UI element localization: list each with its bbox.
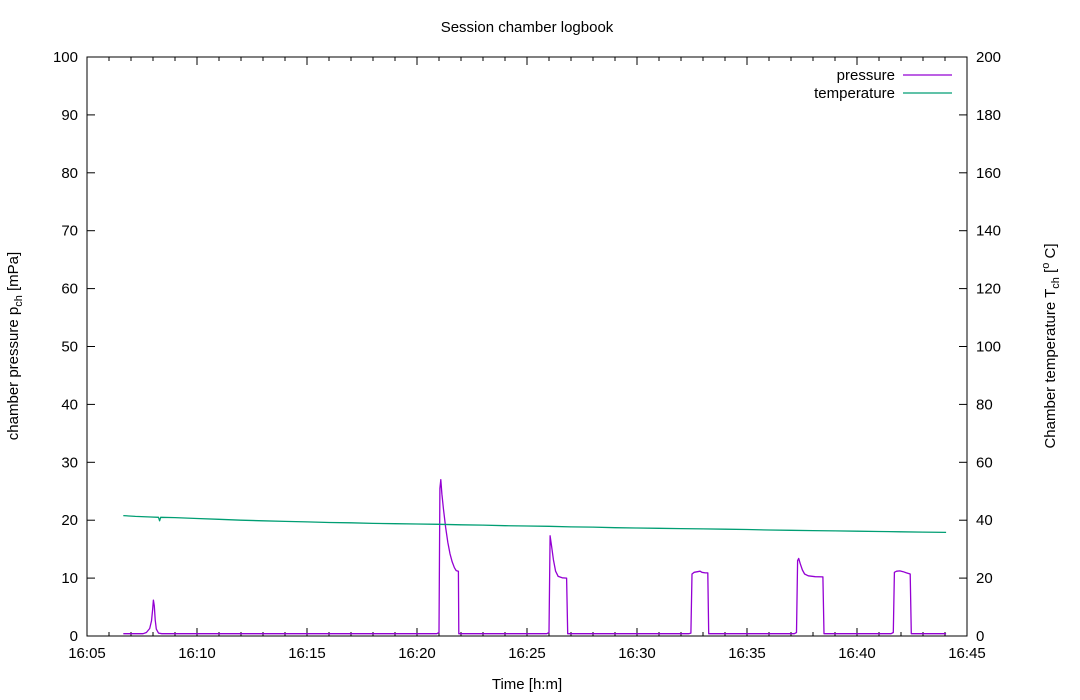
x-axis-label: Time [h:m] — [491, 676, 563, 693]
y2-tick-label: 140 — [976, 223, 1001, 240]
y-tick-label: 50 — [61, 339, 78, 356]
y2-tick-label: 200 — [976, 49, 1001, 66]
chart-title: Session chamber logbook — [440, 19, 614, 36]
x-tick-label: 16:30 — [618, 645, 656, 662]
x-tick-label: 16:15 — [288, 645, 326, 662]
y-tick-label: 90 — [61, 107, 78, 124]
y2-tick-label: 20 — [976, 570, 993, 587]
y-tick-label: 10 — [61, 570, 78, 587]
temperature-line — [123, 514, 947, 534]
pressure-line — [123, 479, 947, 635]
y-tick-label: 80 — [61, 165, 78, 182]
legend-label-pressure: pressure — [837, 67, 895, 84]
legend-label-temperature: temperature — [814, 85, 895, 102]
y2-tick-label: 100 — [976, 339, 1001, 356]
plot-border — [86, 56, 968, 637]
y-tick-label: 60 — [61, 281, 78, 298]
x-tick-label: 16:05 — [68, 645, 106, 662]
x-tick-label: 16:25 — [508, 645, 546, 662]
y-tick-label: 100 — [53, 49, 78, 66]
y-tick-label: 40 — [61, 396, 78, 413]
x-tick-label: 16:10 — [178, 645, 216, 662]
y-tick-label: 20 — [61, 512, 78, 529]
y-tick-label: 30 — [61, 454, 78, 471]
x-tick-label: 16:40 — [838, 645, 876, 662]
y2-tick-label: 160 — [976, 165, 1001, 182]
y2-tick-label: 0 — [976, 628, 984, 645]
x-tick-label: 16:35 — [728, 645, 766, 662]
y2-tick-label: 40 — [976, 512, 993, 529]
x-tick-label: 16:20 — [398, 645, 436, 662]
y2-tick-label: 180 — [976, 107, 1001, 124]
y-tick-label: 70 — [61, 223, 78, 240]
y2-tick-label: 120 — [976, 281, 1001, 298]
y2-tick-label: 80 — [976, 396, 993, 413]
y2-tick-label: 60 — [976, 454, 993, 471]
x-tick-label: 16:45 — [948, 645, 986, 662]
y-tick-label: 0 — [70, 628, 78, 645]
